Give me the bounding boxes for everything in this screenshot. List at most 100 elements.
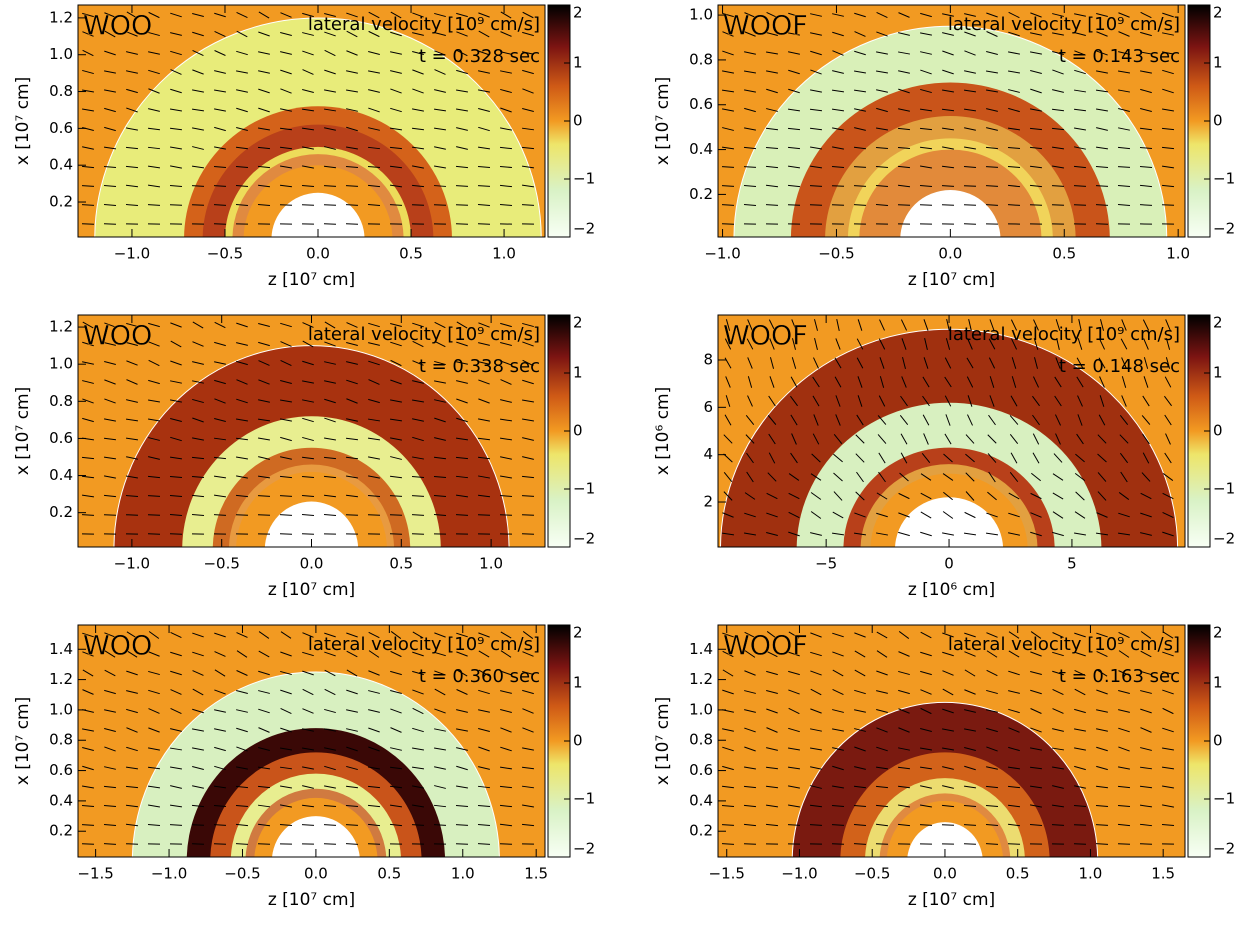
arrow [1076, 357, 1084, 369]
arrow [126, 322, 138, 328]
arrow [1165, 338, 1171, 350]
arrow [767, 472, 777, 482]
arrow [368, 690, 380, 694]
arrow [1030, 727, 1042, 733]
arrow [125, 146, 139, 150]
arrow [1074, 13, 1086, 17]
arrow [876, 631, 888, 639]
arrow [104, 669, 116, 677]
region [271, 192, 365, 237]
arrow [853, 204, 867, 206]
arrow [724, 357, 732, 369]
arrow [279, 184, 293, 188]
arrow [1030, 651, 1042, 657]
arrow [412, 380, 424, 384]
arrow [170, 399, 182, 403]
arrow [1009, 415, 1019, 425]
arrow [964, 632, 976, 638]
arrow [170, 88, 182, 94]
arrow [1030, 631, 1042, 639]
arrow [942, 13, 954, 17]
arrow [1143, 376, 1149, 388]
arrow [104, 475, 116, 479]
arrow [722, 108, 734, 112]
arrow [412, 727, 424, 733]
x-tick-label: −0.5 [203, 555, 239, 573]
arrow [302, 146, 314, 150]
arrow [831, 165, 845, 169]
arrow [389, 495, 403, 497]
arrow [1096, 669, 1108, 677]
arrow [1055, 357, 1061, 369]
arrow [302, 728, 314, 732]
arrow [942, 32, 954, 36]
arrow [1009, 433, 1019, 445]
arrow [897, 184, 911, 188]
arrow [765, 184, 779, 188]
arrow [1118, 670, 1130, 676]
arrow [1162, 88, 1174, 94]
arrow [967, 395, 973, 407]
arrow [434, 50, 446, 56]
arrow [456, 651, 468, 657]
arrow [963, 785, 977, 789]
arrow [898, 70, 910, 74]
arrow [433, 185, 447, 187]
arrow [478, 322, 490, 328]
arrow [876, 670, 888, 676]
arrow [721, 204, 735, 206]
arrow [855, 453, 865, 463]
arrow [280, 804, 292, 808]
arrow [1099, 376, 1105, 388]
arrow [944, 357, 952, 369]
arrow [1095, 843, 1109, 845]
arrow [433, 127, 447, 131]
arrow [478, 746, 490, 752]
y-tick-label: 0.6 [49, 429, 73, 447]
arrow [897, 785, 911, 789]
arrow [346, 146, 358, 150]
arrow [1161, 184, 1175, 188]
arrow [877, 434, 887, 444]
arrow [746, 471, 754, 483]
arrow [831, 805, 845, 807]
arrow [235, 823, 249, 827]
arrow [522, 708, 534, 714]
arrow [170, 12, 182, 18]
plot-area [718, 5, 1185, 237]
arrow [257, 766, 271, 770]
y-tick-label: 1.2 [49, 318, 73, 336]
arrow [192, 89, 204, 93]
arrow [1007, 766, 1021, 770]
arrow [279, 824, 293, 826]
arrow [1030, 747, 1042, 751]
arrow [521, 823, 535, 827]
arrow [876, 512, 888, 518]
arrow [1077, 414, 1083, 426]
x-tick-label: 0.5 [1052, 245, 1076, 263]
arrow [213, 824, 227, 826]
arrow [985, 843, 999, 845]
arrow [875, 785, 889, 789]
arrow [126, 631, 138, 639]
arrow [898, 51, 910, 55]
arrow [1073, 165, 1087, 169]
arrow [897, 823, 911, 827]
arrow [1052, 728, 1064, 732]
arrow [345, 805, 359, 807]
arrow [346, 50, 358, 56]
arrow [301, 495, 315, 497]
arrow [126, 88, 138, 94]
arrow [324, 89, 336, 93]
x-tick-label: 0.5 [377, 865, 401, 883]
arrow [1096, 31, 1108, 37]
y-tick-label: 1.0 [49, 700, 73, 718]
arrow [82, 651, 94, 657]
arrow [412, 12, 424, 18]
arrow [747, 395, 753, 407]
arrow [722, 127, 734, 131]
arrow [963, 204, 977, 206]
arrow [148, 399, 160, 403]
arrow [1097, 472, 1107, 482]
arrow [126, 670, 138, 676]
